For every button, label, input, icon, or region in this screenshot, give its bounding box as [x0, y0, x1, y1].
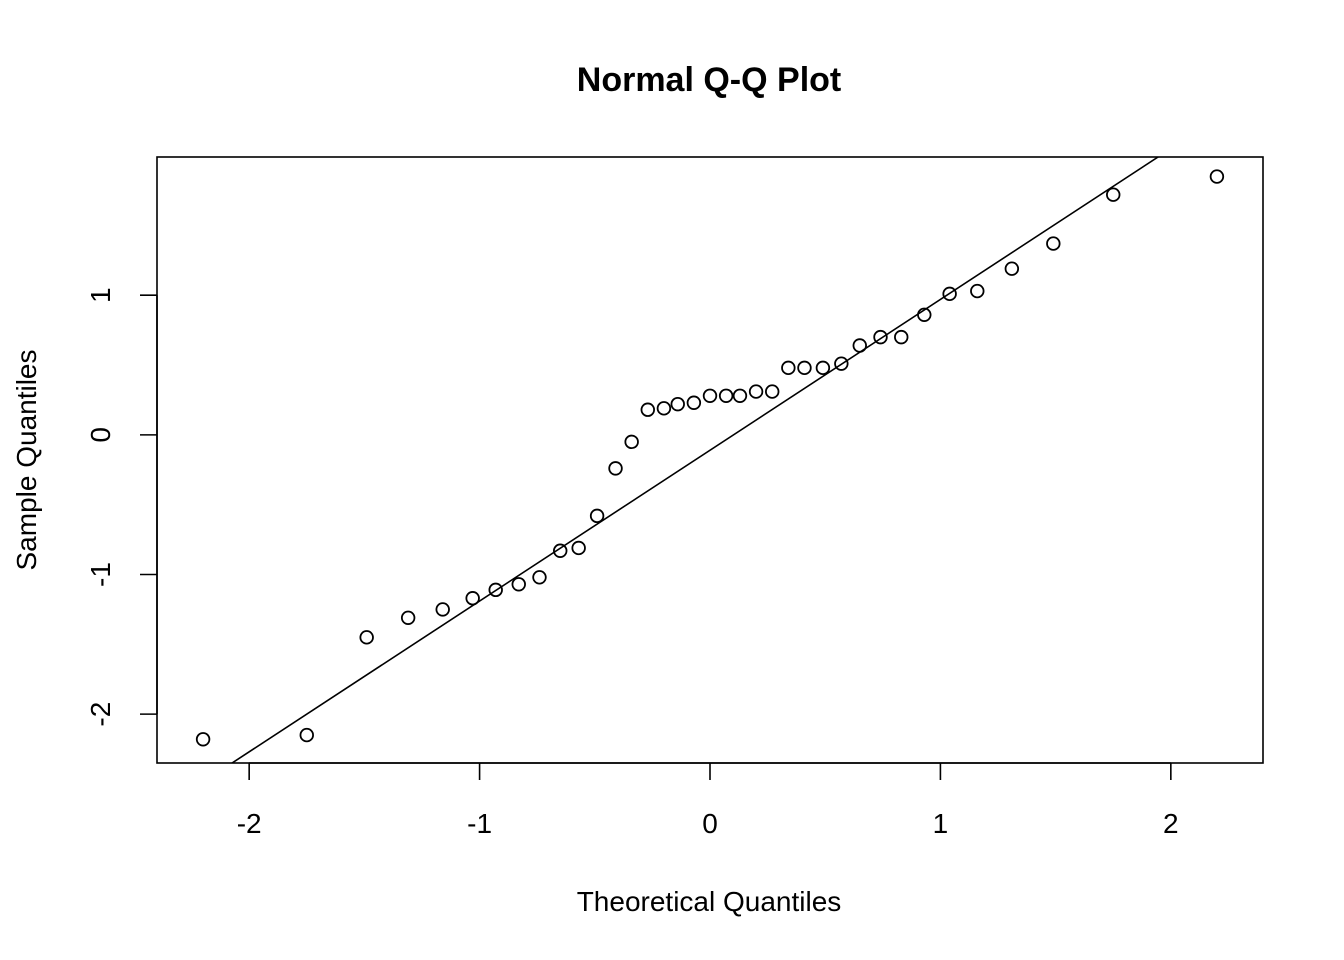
data-point [553, 543, 568, 558]
x-axis: -2 -1 0 1 2 [237, 762, 1179, 839]
data-point [511, 577, 526, 592]
data-point [686, 395, 702, 410]
data-point [942, 286, 957, 302]
x-tick-label: 0 [702, 808, 718, 839]
x-tick-label: -1 [467, 808, 492, 839]
data-point [702, 388, 718, 403]
data-point [1004, 261, 1020, 276]
x-tick-label: -2 [237, 808, 262, 839]
data-point [797, 360, 812, 376]
data-point [873, 329, 888, 345]
data-point [1106, 187, 1121, 202]
data-point [852, 338, 867, 353]
data-point [359, 630, 374, 645]
x-axis-label: Theoretical Quantiles [577, 886, 842, 917]
data-point [488, 582, 503, 598]
data-point [670, 396, 685, 412]
data-point [748, 384, 764, 399]
data-point [1209, 169, 1225, 184]
data-point [640, 402, 655, 417]
y-tick-label: 0 [85, 427, 116, 443]
data-point [571, 540, 586, 556]
data-point [718, 388, 734, 403]
data-point [894, 329, 909, 345]
x-tick-label: 2 [1163, 808, 1179, 839]
data-point [815, 360, 831, 376]
y-axis: -2 -1 0 1 [85, 287, 158, 727]
x-tick-label: 1 [933, 808, 949, 839]
data-point [917, 307, 932, 322]
data-point [608, 461, 623, 476]
data-point [765, 384, 780, 399]
y-tick-label: 1 [85, 287, 116, 303]
data-point [834, 356, 849, 371]
plot-frame [156, 156, 1264, 764]
y-tick-label: -1 [85, 562, 116, 587]
data-point [589, 508, 605, 524]
points-layer [195, 169, 1225, 747]
data-point [970, 283, 985, 299]
data-point [465, 591, 480, 606]
y-axis-label: Sample Quantiles [11, 349, 42, 570]
chart-title: Normal Q-Q Plot [577, 61, 841, 99]
data-point [732, 388, 748, 403]
data-point [435, 602, 450, 617]
data-point [299, 727, 314, 743]
y-tick-label: -2 [85, 702, 116, 727]
data-point [1046, 236, 1061, 251]
data-point [532, 570, 547, 585]
data-point [656, 401, 672, 416]
data-point [195, 732, 211, 747]
data-point [400, 610, 416, 625]
data-point [624, 434, 639, 450]
data-point [781, 360, 796, 376]
